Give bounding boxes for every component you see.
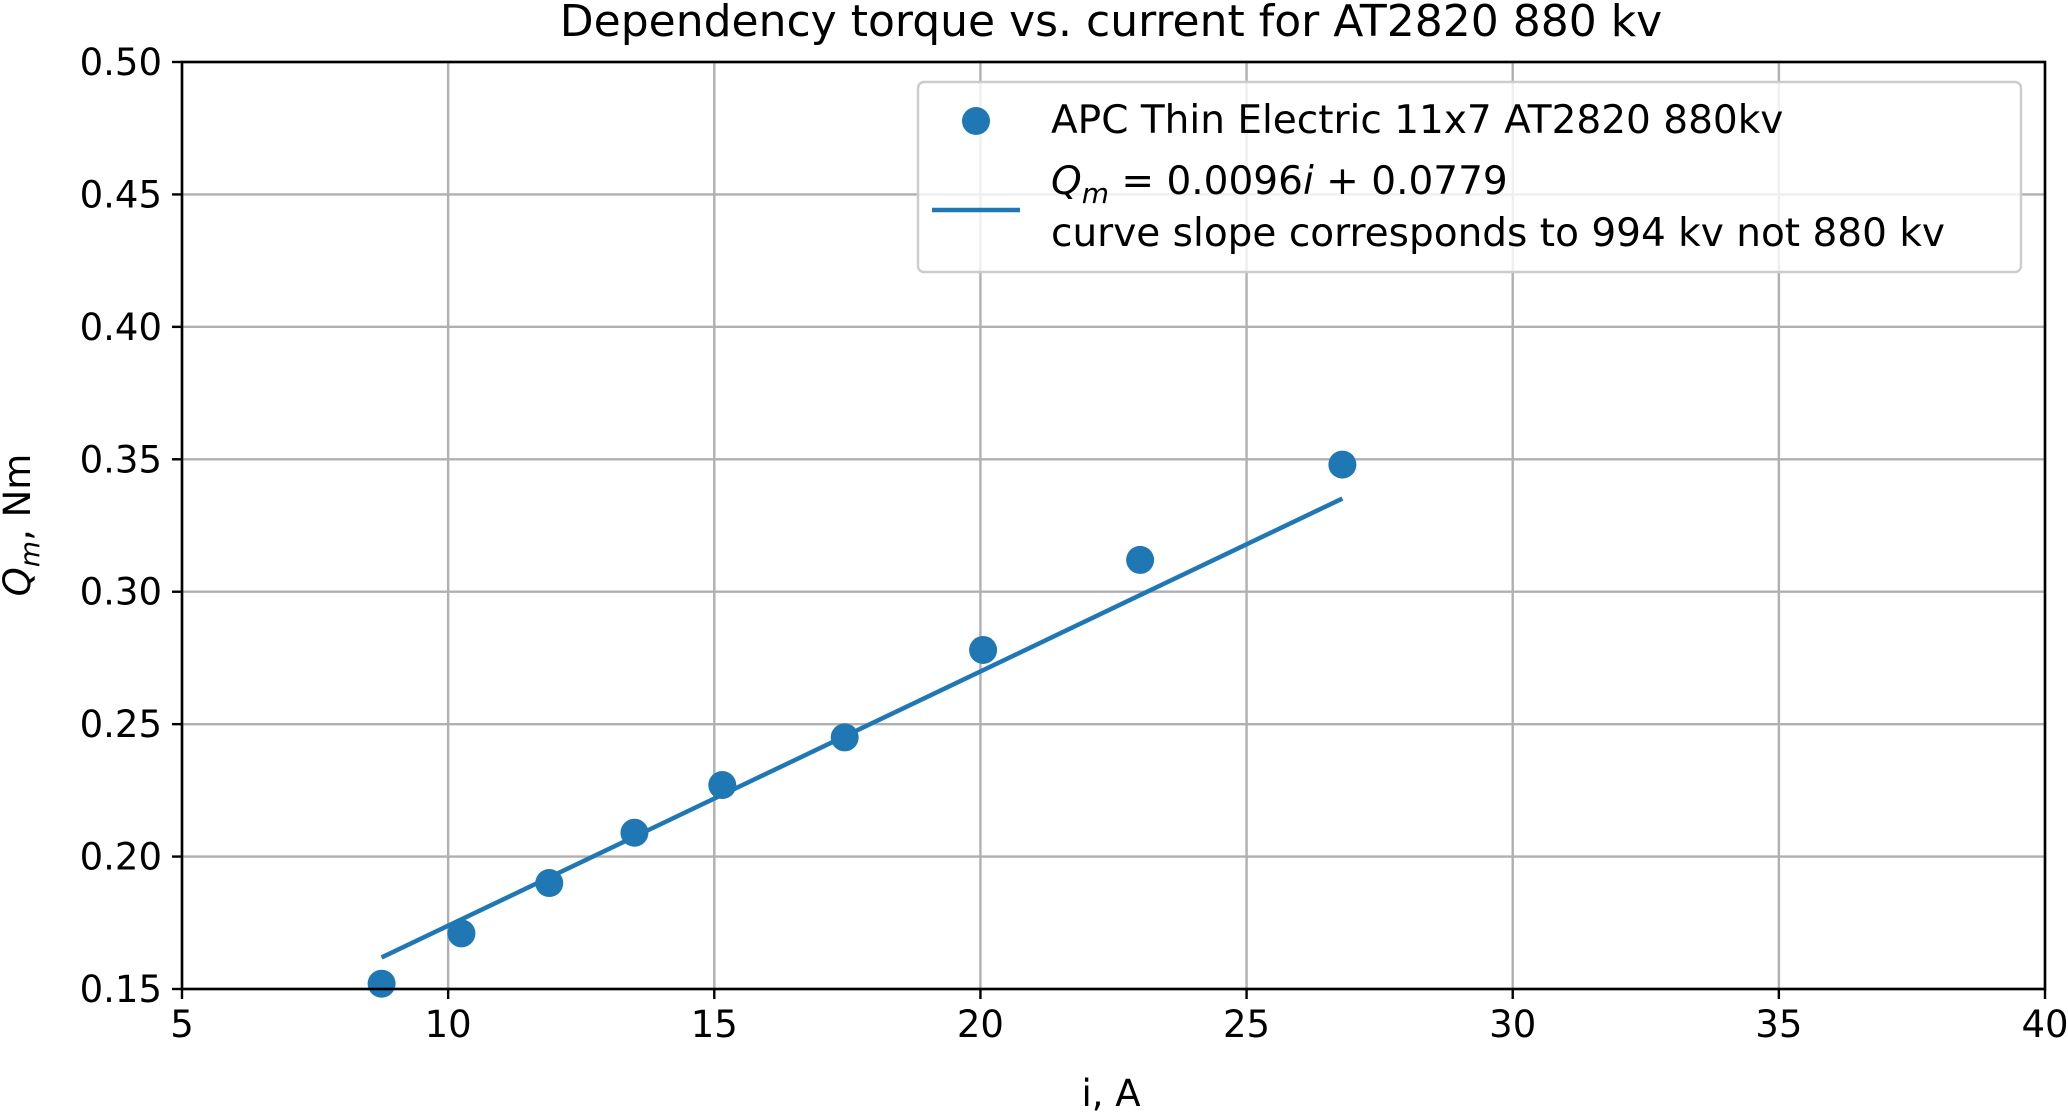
- equation-variable: i: [1303, 159, 1314, 204]
- y-axis-title: Qm, Nm: [0, 454, 46, 597]
- scatter-point: [969, 635, 998, 664]
- equation-slope: 0.0096: [1166, 159, 1302, 204]
- legend-label-equation: Qm = 0.0096i + 0.0779: [1051, 159, 1508, 210]
- legend-box: [916, 80, 2023, 274]
- y-tick-label: 0.20: [80, 836, 162, 879]
- y-tick-label: 0.30: [80, 571, 162, 614]
- legend: APC Thin Electric 11x7 AT2820 880kv Qm =…: [916, 80, 2023, 274]
- equation-lhs-symbol: Q: [1051, 159, 1082, 204]
- y-axis-unit: , Nm: [0, 454, 39, 541]
- y-tick-label: 0.45: [80, 173, 162, 216]
- fit-line: [380, 496, 1344, 960]
- scatter-point: [367, 969, 396, 998]
- scatter-point: [535, 869, 564, 898]
- y-tick-label: 0.50: [80, 41, 162, 84]
- y-tick-label: 0.15: [80, 968, 162, 1011]
- x-tick-label: 40: [2021, 1003, 2068, 1046]
- scatter-point: [620, 818, 649, 847]
- y-tick-label: 0.35: [80, 438, 162, 481]
- legend-label-line: curve slope corresponds to 994 kv not 88…: [1051, 211, 1945, 256]
- equation-intercept: 0.0779: [1371, 159, 1507, 204]
- x-tick-label: 10: [425, 1003, 472, 1046]
- chart-title: Dependency torque vs. current for AT2820…: [560, 0, 1662, 47]
- scatter-point: [1126, 545, 1155, 574]
- axis-ticks: 5 10 15 20 25 30 35 40 0.15 0.20 0.25 0.30 0.35 0.40 0…: [80, 41, 2068, 1046]
- scatter-point: [830, 723, 859, 752]
- y-tick-label: 0.40: [80, 306, 162, 349]
- x-tick-label: 25: [1223, 1003, 1270, 1046]
- y-axis-symbol: Q: [0, 567, 39, 596]
- x-tick-label: 20: [957, 1003, 1004, 1046]
- y-axis-subscript: m: [15, 541, 46, 567]
- y-tick-label: 0.25: [80, 703, 162, 746]
- scatter-point: [708, 771, 737, 800]
- x-tick-label: 30: [1489, 1003, 1536, 1046]
- x-axis-title: i, A: [1081, 1072, 1140, 1115]
- x-tick-label: 35: [1755, 1003, 1802, 1046]
- legend-label-scatter: APC Thin Electric 11x7 AT2820 880kv: [1051, 98, 1783, 143]
- plot-area-frame: [180, 60, 2047, 991]
- x-tick-label: 5: [170, 1003, 194, 1046]
- data-series: [367, 450, 1357, 998]
- scatter-point: [1328, 450, 1357, 479]
- legend-scatter-marker: [962, 107, 990, 135]
- equation-equals: =: [1109, 159, 1166, 204]
- equation-plus: +: [1314, 159, 1371, 204]
- scatter-point: [447, 919, 476, 948]
- x-tick-label: 15: [691, 1003, 738, 1046]
- equation-lhs-subscript: m: [1082, 177, 1109, 210]
